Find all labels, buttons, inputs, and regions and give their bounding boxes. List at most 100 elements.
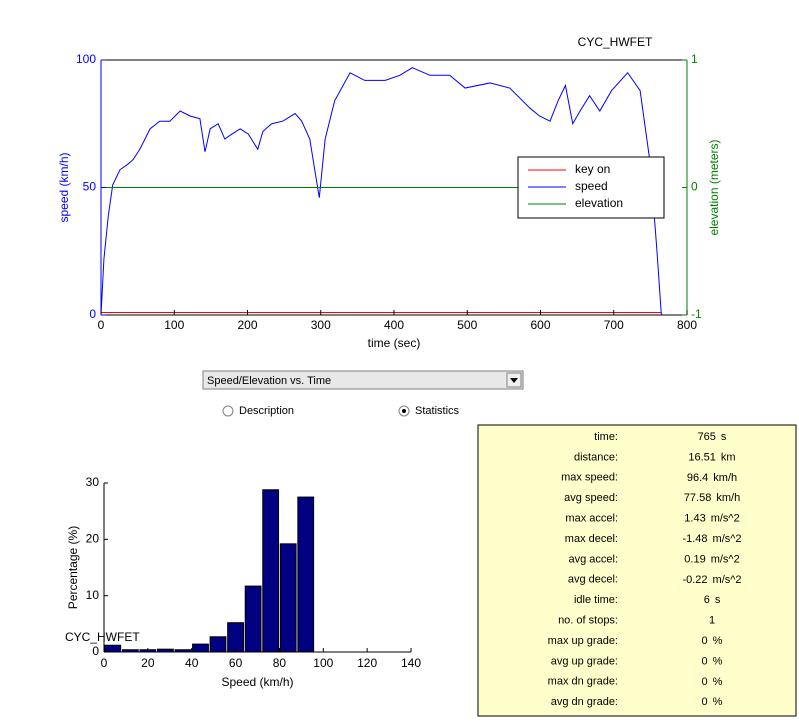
stat-unit: m/s^2 <box>711 553 740 565</box>
bar <box>279 543 297 653</box>
stat-value: 0.19 m/s^2 <box>684 553 739 565</box>
stat-label: avg accel: <box>568 553 618 565</box>
statistics-panel <box>477 424 797 717</box>
stat-unit: % <box>713 655 723 667</box>
chart-title: CYC_HWFET <box>578 35 653 49</box>
stat-value: 1 <box>709 615 715 627</box>
y-axis-label: Percentage (%) <box>66 526 80 609</box>
stat-unit: m/s^2 <box>711 513 740 525</box>
stat-number: -1.48 <box>682 533 707 545</box>
bar <box>227 622 244 653</box>
stat-label: no. of stops: <box>558 615 618 627</box>
annotation: CYC_HWFET <box>65 630 140 644</box>
stat-unit: km/h <box>716 492 740 504</box>
stat-unit: % <box>713 676 723 688</box>
stat-value: 0% <box>702 635 723 647</box>
y-tick-label: 50 <box>83 180 97 194</box>
radio-button[interactable] <box>222 405 234 417</box>
x-tick-label: 20 <box>141 656 155 670</box>
x-tick-label: 100 <box>313 656 333 670</box>
y2-tick-label: 0 <box>691 180 698 194</box>
stat-number: 1 <box>709 615 715 627</box>
stat-label: max up grade: <box>548 635 618 647</box>
x-tick-label: 500 <box>457 318 477 332</box>
x-tick-label: 80 <box>273 656 287 670</box>
bar <box>104 644 122 653</box>
dropdown-text[interactable]: Speed/Elevation vs. Time <box>207 375 331 387</box>
legend-label: speed <box>575 179 608 193</box>
stat-unit: % <box>713 696 723 708</box>
x-tick-label: 40 <box>185 656 199 670</box>
bar <box>192 643 209 653</box>
x-tick-label: 300 <box>311 318 331 332</box>
stat-unit: s <box>715 594 721 606</box>
stat-label: avg up grade: <box>551 655 618 667</box>
stat-label: time: <box>594 431 618 443</box>
x-tick-label: 800 <box>677 318 697 332</box>
legend-label: elevation <box>575 196 623 210</box>
legend-label: key on <box>575 162 610 176</box>
radio-label[interactable]: Statistics <box>415 405 460 417</box>
x-tick-label: 60 <box>229 656 243 670</box>
stat-number: 0 <box>702 635 708 647</box>
y-axis-label: speed (km/h) <box>57 152 71 222</box>
stat-label: idle time: <box>574 594 618 606</box>
radio-label[interactable]: Description <box>239 405 294 417</box>
y-tick-label: 0 <box>89 307 96 321</box>
y-tick-label: 100 <box>76 52 96 66</box>
stat-unit: km <box>721 451 736 463</box>
stat-value: 1.43 m/s^2 <box>684 513 739 525</box>
radio-dot <box>402 409 406 413</box>
y2-tick-label: -1 <box>691 307 702 321</box>
stat-number: 16.51 <box>688 451 716 463</box>
stat-label: max dn grade: <box>548 676 618 688</box>
y2-axis-label: elevation (meters) <box>707 139 721 235</box>
stat-number: 77.58 <box>684 492 712 504</box>
x-tick-label: 700 <box>604 318 624 332</box>
x-axis-label: time (sec) <box>368 336 421 350</box>
stat-number: 0 <box>702 655 708 667</box>
stat-unit: s <box>721 431 727 443</box>
stat-label: avg dn grade: <box>551 696 618 708</box>
stat-value: 16.51 km <box>688 451 735 463</box>
x-tick-label: 0 <box>101 656 108 670</box>
stat-value: 77.58 km/h <box>684 492 740 504</box>
stat-label: max accel: <box>565 513 618 525</box>
stat-unit: m/s^2 <box>713 533 742 545</box>
bar <box>244 585 262 653</box>
x-tick-label: 100 <box>164 318 184 332</box>
x-tick-label: 120 <box>357 656 377 670</box>
bar <box>297 496 315 653</box>
bar <box>209 636 227 653</box>
stat-number: -0.22 <box>682 574 707 586</box>
stat-value: 0% <box>702 655 723 667</box>
x-axis-label: Speed (km/h) <box>221 675 293 689</box>
x-tick-label: 140 <box>401 656 421 670</box>
dropdown-arrow <box>510 378 518 383</box>
dropdown[interactable] <box>202 370 524 390</box>
stat-value: 765 s <box>698 431 727 443</box>
stat-value: -0.22 m/s^2 <box>682 574 741 586</box>
stat-label: max speed: <box>561 472 618 484</box>
stat-label: max decel: <box>565 533 618 545</box>
stat-number: 765 <box>698 431 716 443</box>
data-line <box>100 67 662 316</box>
stat-label: avg speed: <box>564 492 618 504</box>
stat-number: 0 <box>702 696 708 708</box>
stat-number: 0 <box>702 676 708 688</box>
y-tick-label: 20 <box>86 532 100 546</box>
x-tick-label: 600 <box>530 318 550 332</box>
stat-value: -1.48 m/s^2 <box>682 533 741 545</box>
y-tick-label: 30 <box>86 475 100 489</box>
x-tick-label: 0 <box>98 318 105 332</box>
stat-number: 0.19 <box>684 553 705 565</box>
stat-label: avg decel: <box>568 574 618 586</box>
x-tick-label: 200 <box>237 318 257 332</box>
stat-value: 0% <box>702 676 723 688</box>
stat-number: 1.43 <box>684 513 705 525</box>
stat-unit: km/h <box>713 472 737 484</box>
y-tick-label: 10 <box>86 588 100 602</box>
y2-tick-label: 1 <box>691 52 698 66</box>
